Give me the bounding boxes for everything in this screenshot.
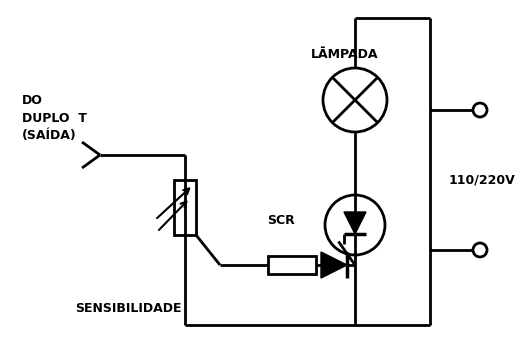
Text: SENSIBILIDADE: SENSIBILIDADE <box>75 302 181 314</box>
Bar <box>174 180 196 235</box>
Polygon shape <box>344 212 366 234</box>
Text: 110/220V: 110/220V <box>449 174 515 187</box>
Text: SCR: SCR <box>267 213 295 227</box>
Bar <box>268 256 316 274</box>
Text: LĀMPADA: LĀMPADA <box>311 49 379 61</box>
Text: DO
DUPLO  T
(SAÍDA): DO DUPLO T (SAÍDA) <box>22 94 87 142</box>
Polygon shape <box>321 252 347 278</box>
